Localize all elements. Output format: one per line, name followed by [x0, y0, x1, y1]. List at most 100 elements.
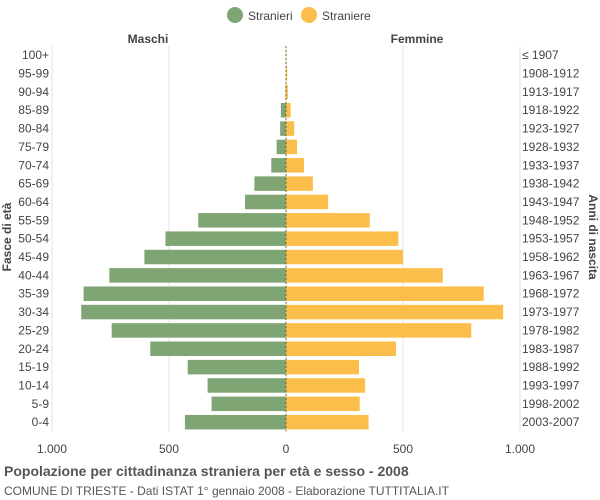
bars	[81, 46, 504, 432]
bar-female-40-44	[286, 268, 443, 283]
age-label: 80-84	[18, 122, 49, 136]
birth-year-label: 1923-1927	[522, 122, 580, 136]
age-tick-labels: 100+ 95-99 90-94 85-89 80-84 75-79 70-74 65-69 6…	[18, 48, 49, 429]
birth-year-label: 1978-1982	[522, 323, 580, 337]
age-label: 85-89	[18, 103, 49, 117]
bar-male-25-29	[111, 323, 286, 338]
birth-year-label: 1988-1992	[522, 360, 580, 374]
bar-male-80-84	[280, 121, 286, 136]
age-label: 5-9	[32, 397, 50, 411]
bar-male-20-24	[150, 341, 286, 357]
birth-year-label: 1948-1952	[522, 213, 580, 227]
bar-male-10-14	[207, 378, 286, 393]
age-label: 20-24	[18, 342, 49, 356]
bar-male-5-9	[211, 396, 286, 412]
birth-year-label: 1953-1957	[522, 232, 580, 246]
x-tick-label: 0	[283, 442, 290, 456]
legend-label-straniere: Straniere	[322, 9, 371, 23]
birth-year-label: 1993-1997	[522, 378, 580, 392]
bar-male-55-59	[198, 213, 286, 228]
bar-male-30-34	[81, 304, 286, 320]
bar-female-95-99	[286, 66, 288, 81]
birth-year-label: 1968-1972	[522, 287, 580, 301]
birth-year-label: 1963-1967	[522, 268, 580, 282]
x-tick-label: 1.000	[37, 442, 67, 456]
age-label: 100+	[22, 48, 49, 62]
age-label: 15-19	[18, 360, 49, 374]
birth-year-label: 1918-1922	[522, 103, 580, 117]
bar-male-40-44	[109, 268, 286, 283]
header-maschi: Maschi	[128, 32, 169, 46]
bar-female-75-79	[286, 139, 297, 155]
bar-male-35-39	[83, 286, 286, 301]
bar-female-5-9	[286, 396, 360, 412]
bar-female-55-59	[286, 213, 370, 228]
bar-male-45-49	[144, 249, 286, 265]
bar-female-50-54	[286, 231, 399, 246]
birth-year-label: 1928-1932	[522, 140, 580, 154]
birth-year-label: 1958-1962	[522, 250, 580, 264]
bar-female-15-19	[286, 359, 360, 375]
legend-label-stranieri: Stranieri	[248, 9, 293, 23]
x-tick-label: 500	[393, 442, 413, 456]
y-axis-label-left: Fasce di età	[0, 202, 14, 271]
age-label: 60-64	[18, 195, 49, 209]
chart-subtitle: COMUNE DI TRIESTE - Dati ISTAT 1° gennai…	[4, 484, 449, 498]
chart-title: Popolazione per cittadinanza straniera p…	[4, 463, 409, 479]
age-label: 65-69	[18, 177, 49, 191]
legend-marker-stranieri	[227, 7, 243, 23]
x-tick-label: 1.000	[505, 442, 535, 456]
bar-male-15-19	[187, 359, 286, 375]
bar-male-75-79	[276, 139, 286, 155]
bar-male-65-69	[254, 176, 286, 191]
birth-year-label: 1933-1937	[522, 158, 580, 172]
y-axis-label-right: Anni di nascita	[586, 194, 600, 280]
x-tick-labels: 1.000 500 0 500 1.000	[37, 442, 535, 456]
birth-year-label: 1908-1912	[522, 67, 580, 81]
bar-female-30-34	[286, 304, 504, 320]
age-label: 25-29	[18, 323, 49, 337]
birth-year-tick-labels: ≤ 1907 1908-1912 1913-1917 1918-1922 1923-19…	[522, 48, 580, 429]
bar-female-10-14	[286, 378, 366, 393]
legend-marker-straniere	[301, 7, 317, 23]
age-label: 35-39	[18, 287, 49, 301]
bar-female-65-69	[286, 176, 313, 191]
birth-year-label: 1998-2002	[522, 397, 580, 411]
birth-year-label: 1973-1977	[522, 305, 580, 319]
bar-male-50-54	[165, 231, 286, 246]
bar-female-35-39	[286, 286, 484, 301]
bar-female-70-74	[286, 158, 305, 173]
age-label: 45-49	[18, 250, 49, 264]
birth-year-label: 2003-2007	[522, 415, 580, 429]
bar-female-45-49	[286, 249, 403, 265]
birth-year-label: ≤ 1907	[522, 48, 559, 62]
age-label: 10-14	[18, 378, 49, 392]
birth-year-label: 1983-1987	[522, 342, 580, 356]
bar-female-90-94	[286, 84, 288, 100]
age-label: 50-54	[18, 232, 49, 246]
birth-year-label: 1938-1942	[522, 177, 580, 191]
age-label: 95-99	[18, 67, 49, 81]
header-femmine: Femmine	[391, 32, 444, 46]
age-label: 90-94	[18, 85, 49, 99]
bar-male-85-89	[280, 102, 286, 118]
bar-male-60-64	[245, 194, 286, 210]
bar-female-25-29	[286, 323, 472, 338]
bar-female-20-24	[286, 341, 396, 357]
birth-year-label: 1943-1947	[522, 195, 580, 209]
bar-male-0-4	[184, 414, 286, 430]
bar-male-70-74	[271, 158, 286, 173]
bar-female-0-4	[286, 414, 369, 430]
bar-female-85-89	[286, 102, 291, 118]
bar-female-60-64	[286, 194, 329, 210]
age-label: 70-74	[18, 158, 49, 172]
age-label: 55-59	[18, 213, 49, 227]
age-label: 0-4	[32, 415, 50, 429]
age-label: 30-34	[18, 305, 49, 319]
x-tick-label: 500	[159, 442, 179, 456]
birth-year-label: 1913-1917	[522, 85, 580, 99]
age-label: 75-79	[18, 140, 49, 154]
bar-female-80-84	[286, 121, 295, 136]
age-label: 40-44	[18, 268, 49, 282]
